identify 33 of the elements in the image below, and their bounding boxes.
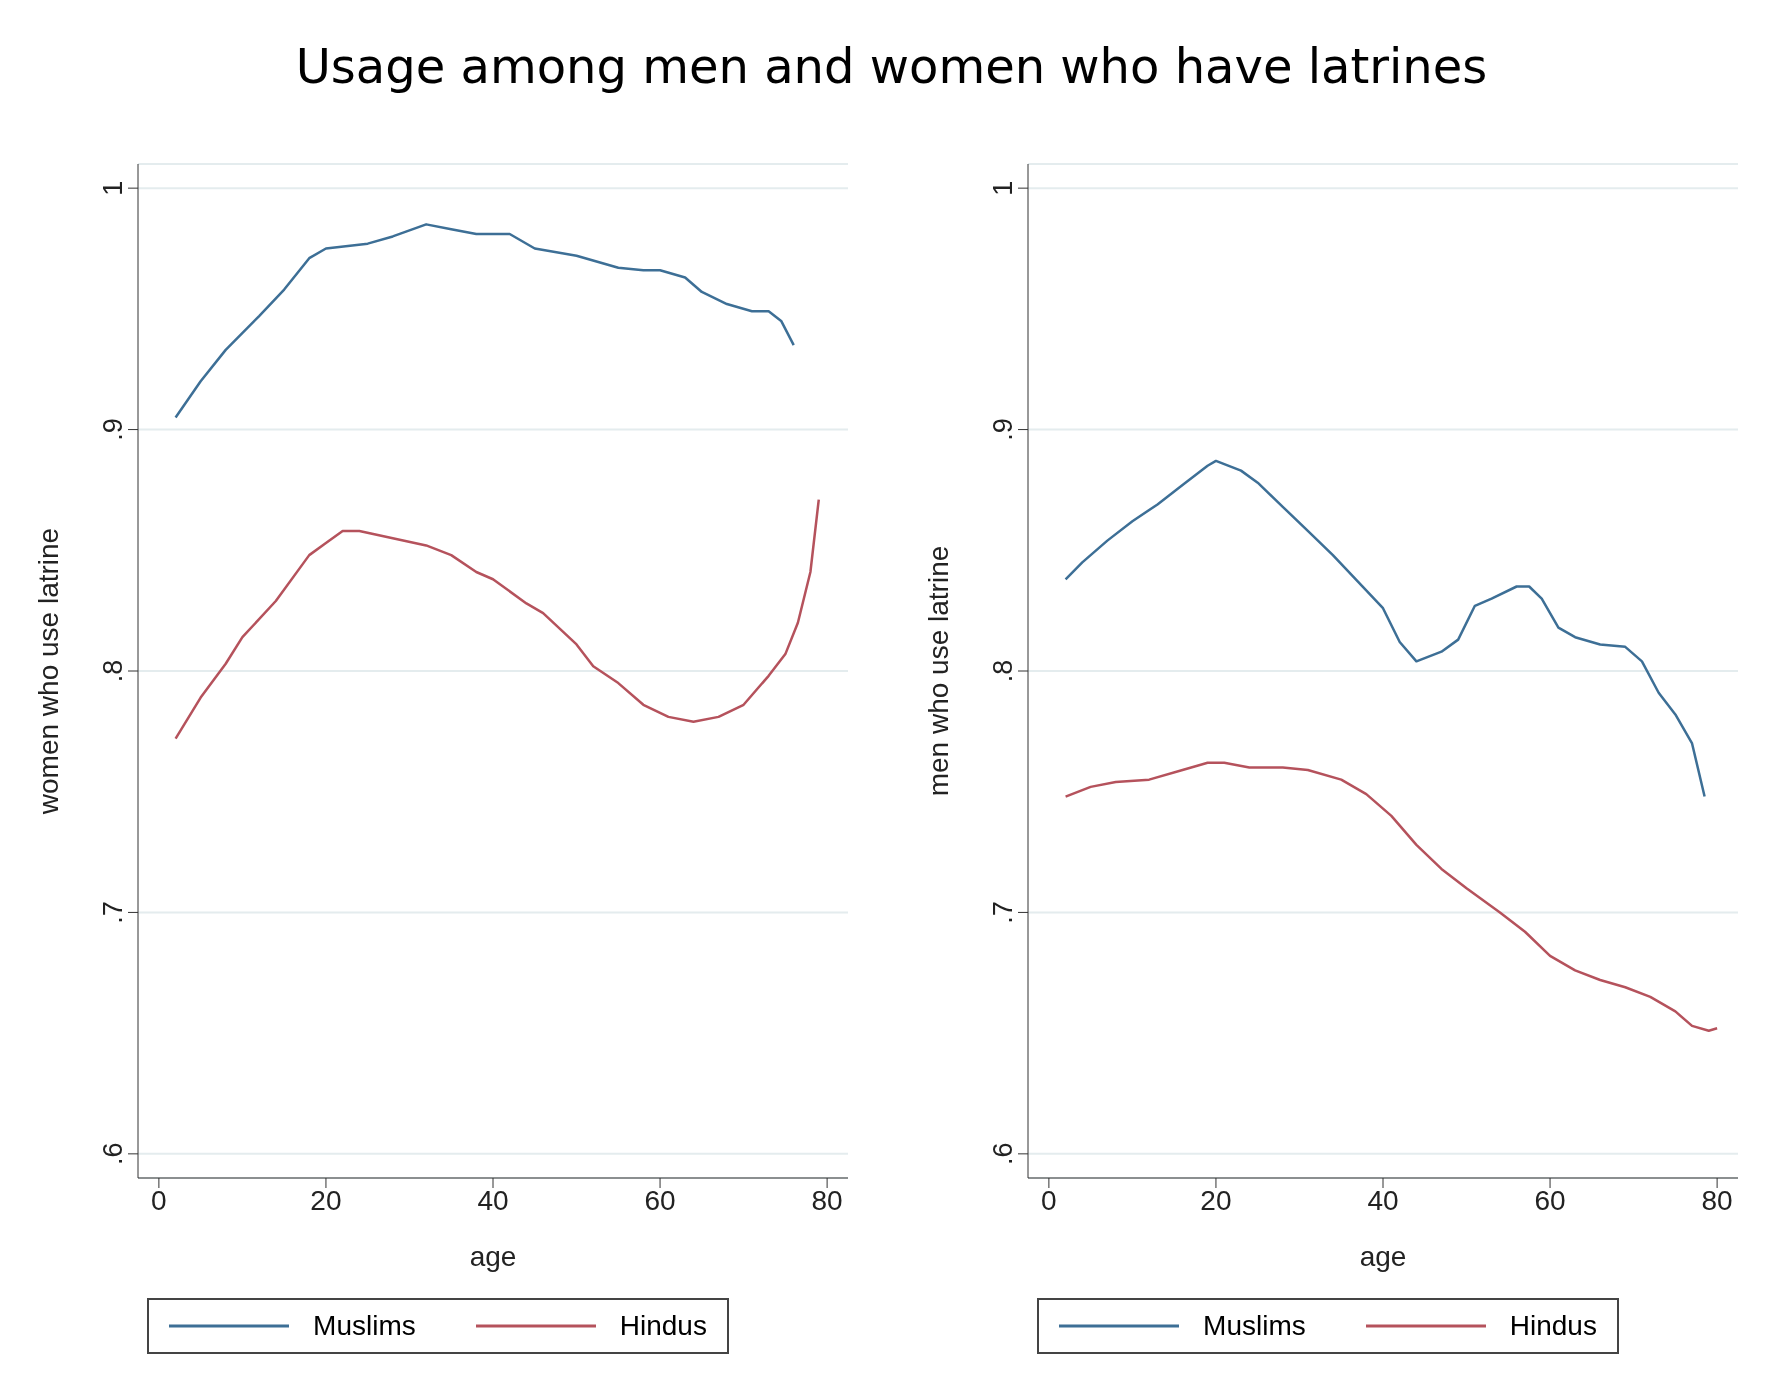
x-tick-label: 80 <box>1701 1184 1733 1216</box>
x-tick-label: 60 <box>1534 1184 1566 1216</box>
y-tick-label: .9 <box>98 418 128 441</box>
x-tick-label: 40 <box>477 1184 509 1216</box>
line-series <box>174 498 821 740</box>
y-tick-label: .6 <box>988 1142 1018 1166</box>
line-series <box>1064 761 1719 1032</box>
chart-title: Usage among men and women who have latrines <box>294 37 1489 96</box>
y-tick-label: 1 <box>98 180 128 196</box>
x-tick-label: 0 <box>1041 1184 1057 1216</box>
legend-label: Hindus <box>1509 1310 1597 1342</box>
x-tick-label: 20 <box>310 1184 342 1216</box>
legend-label: Muslims <box>1203 1310 1306 1342</box>
line-series <box>174 223 795 419</box>
y-tick-label: .7 <box>988 901 1018 924</box>
y-axis-title: women who use latrine <box>32 527 64 816</box>
x-axis-title: age <box>1359 1241 1407 1272</box>
y-tick-label: .8 <box>98 659 128 683</box>
x-tick-label: 60 <box>644 1184 676 1216</box>
y-tick-label: 1 <box>988 180 1018 196</box>
legend-label: Hindus <box>619 1310 707 1342</box>
x-tick-label: 20 <box>1200 1184 1232 1216</box>
y-tick-label: .6 <box>98 1142 128 1166</box>
x-axis-title: age <box>469 1241 517 1272</box>
y-tick-label: .9 <box>988 418 1018 441</box>
x-tick-label: 80 <box>811 1184 843 1216</box>
y-tick-label: .8 <box>988 659 1018 683</box>
x-tick-label: 40 <box>1367 1184 1399 1216</box>
x-tick-label: 0 <box>151 1184 167 1216</box>
line-series <box>1064 459 1706 798</box>
y-axis-title: men who use latrine <box>922 545 954 797</box>
y-tick-label: .7 <box>98 901 128 924</box>
legend-label: Muslims <box>313 1310 416 1342</box>
